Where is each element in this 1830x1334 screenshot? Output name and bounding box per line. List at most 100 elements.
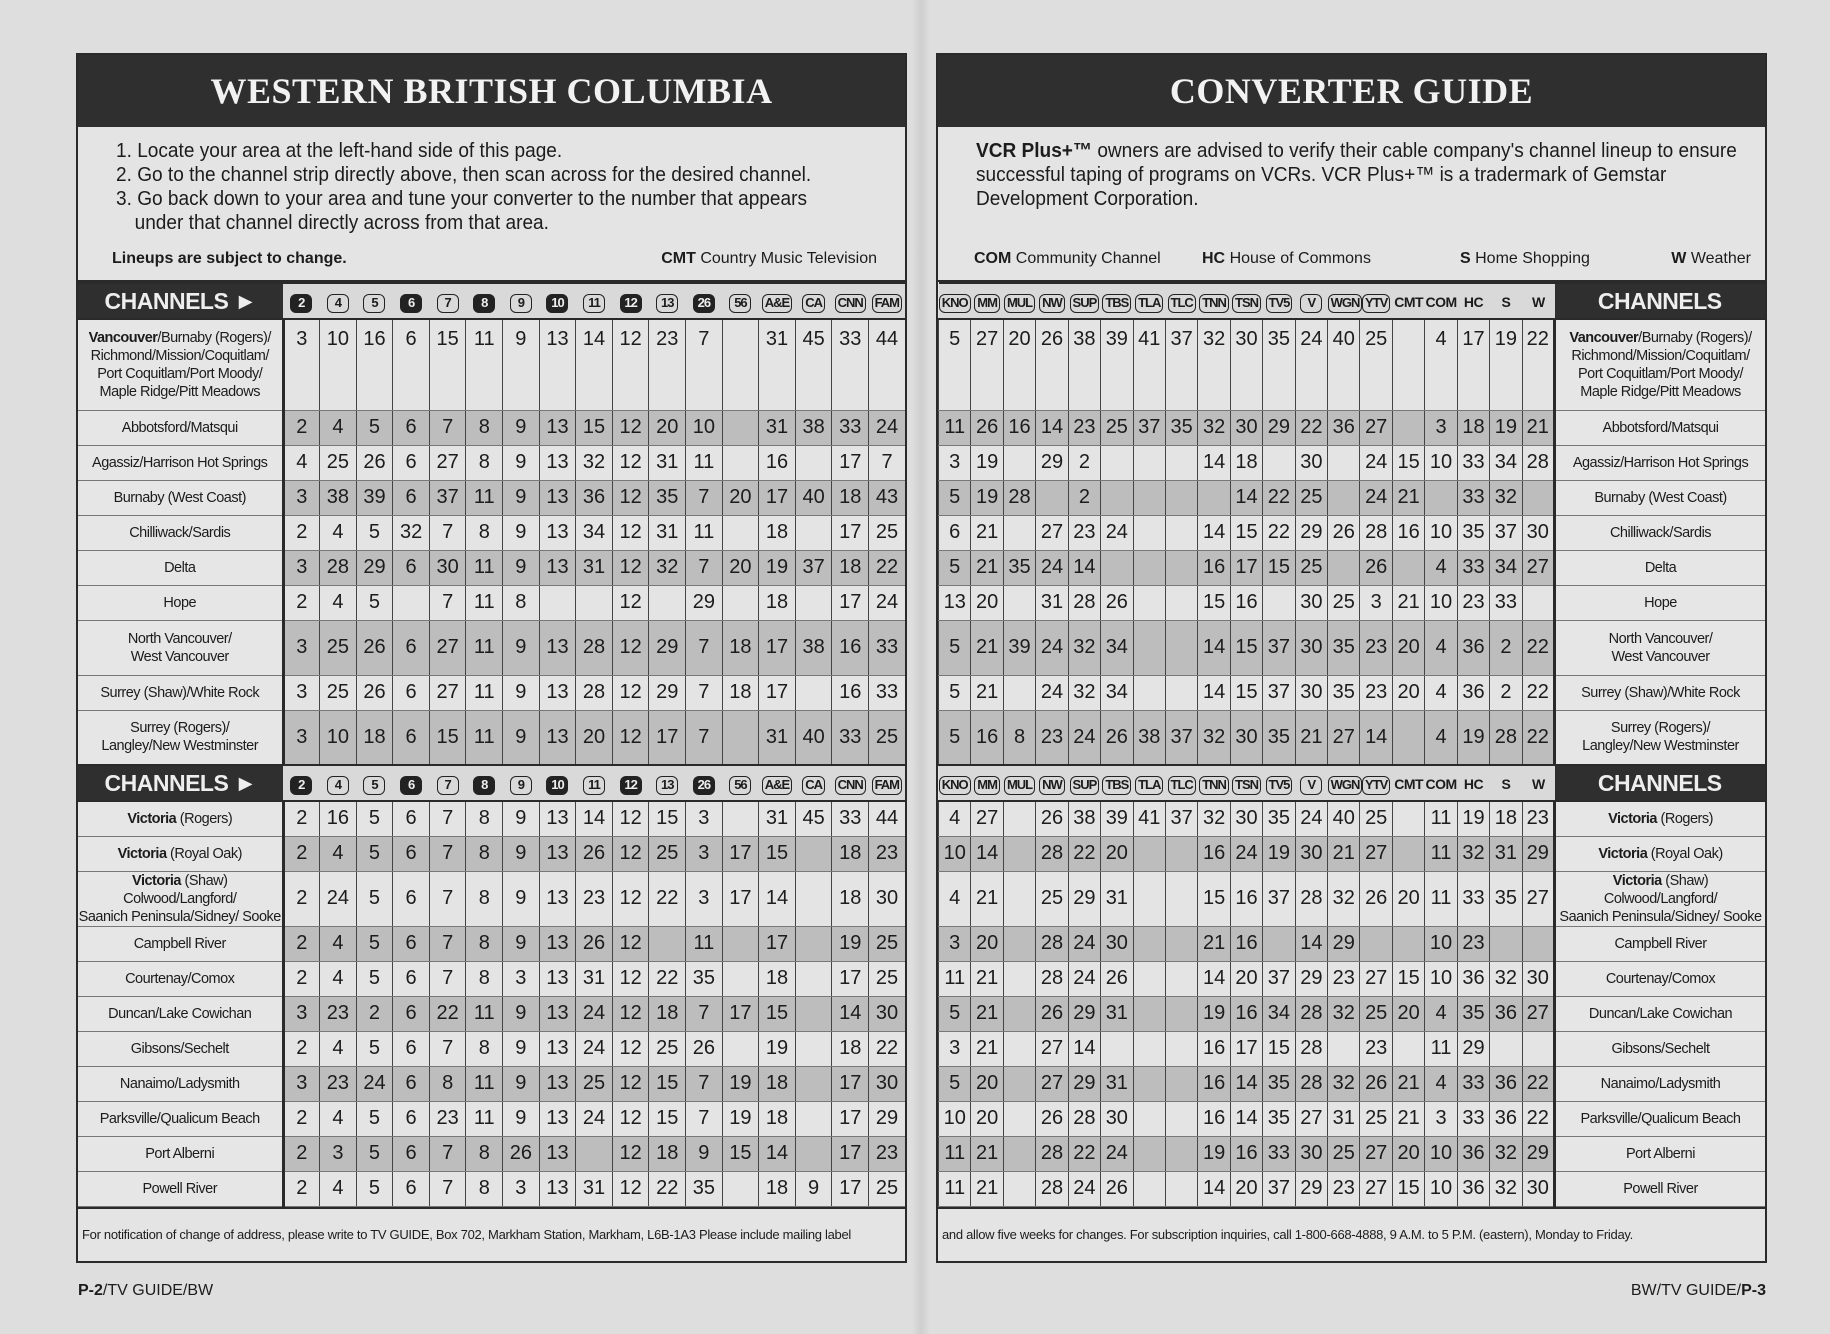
- channel-number: 12: [611, 996, 649, 1032]
- channel-number: 37: [1262, 1171, 1296, 1207]
- channel-number: 41: [1132, 801, 1166, 837]
- western-bc-panel: WESTERN BRITISH COLUMBIA 1. Locate your …: [76, 53, 907, 1263]
- channel-number: 36: [1327, 410, 1360, 446]
- legend-text: Weather: [1690, 250, 1751, 267]
- channel-number: 31: [648, 515, 686, 551]
- channel-number: 15: [1262, 550, 1296, 586]
- channel-number: 30: [1294, 620, 1328, 676]
- channel-number: 16: [831, 675, 869, 711]
- channel-number: 14: [758, 871, 796, 927]
- area-name: Abbotsford/Matsqui: [1553, 410, 1765, 446]
- channel-number: 33: [1456, 445, 1490, 481]
- channel-badge: 4: [326, 293, 349, 313]
- area-name-line: Agassiz/Harrison Hot Springs: [92, 454, 268, 471]
- channel-number: 12: [611, 675, 649, 711]
- channel-badge: TLA: [1135, 775, 1164, 795]
- channel-number: 12: [611, 1171, 649, 1207]
- channel-badge: 10: [546, 293, 569, 313]
- channel-number: 37: [1164, 801, 1198, 837]
- channel-number: 36: [1456, 1136, 1490, 1172]
- table-row: 4 27 26 38 39 41 37 32 30 35 24 40 25 11 19 18 23 Victori…: [937, 801, 1765, 837]
- channel-number: 17: [831, 1066, 869, 1102]
- channel-number: 45: [794, 319, 832, 411]
- channel-number: [721, 961, 759, 997]
- channel-number: 11: [465, 480, 503, 516]
- channel-number: 32: [1489, 480, 1523, 516]
- table-row: Victoria (Royal Oak) 2 4 5 6 7 8 9 13 26 12 25 3 17 15…: [78, 836, 906, 872]
- channel-number: 5: [937, 550, 971, 586]
- channel-number: 16: [1229, 1136, 1263, 1172]
- channel-number: [1132, 675, 1166, 711]
- channel-number: 24: [868, 585, 906, 621]
- channel-number: 14: [1197, 675, 1231, 711]
- channel-number: 17: [648, 710, 686, 766]
- channel-badge: TSN: [1232, 775, 1261, 795]
- channel-badge: TNN: [1199, 293, 1229, 313]
- channel-badge: TLC: [1167, 293, 1196, 313]
- channel-header-cell: YTV: [1359, 764, 1393, 802]
- channel-number: 7: [428, 1031, 466, 1067]
- vcr-notice: VCR Plus+™ owners are advised to verify …: [976, 139, 1776, 211]
- channel-number: 12: [611, 585, 649, 621]
- table-row: 5 16 8 23 24 26 38 37 32 30 35 21 27 14 4 19 28 22 Surrey …: [937, 710, 1765, 766]
- channel-number: 9: [502, 550, 540, 586]
- channel-header-cell: 2: [283, 282, 320, 320]
- channel-number: 12: [611, 620, 649, 676]
- channel-number: 19: [1489, 410, 1523, 446]
- area-name-line: Langley/New Westminster: [1582, 738, 1739, 755]
- channel-number: 28: [1294, 996, 1328, 1032]
- table-row: 11 26 16 14 23 25 37 35 32 30 29 22 36 27 3 18 19 21 Abbot…: [937, 410, 1765, 446]
- channel-number: 17: [831, 515, 869, 551]
- channel-number: 25: [868, 710, 906, 766]
- channel-number: [1132, 620, 1166, 676]
- channel-number: 14: [575, 319, 613, 411]
- channel-number: 18: [831, 480, 869, 516]
- channel-number: 21: [970, 1171, 1004, 1207]
- channel-header-cell: TNN: [1197, 282, 1231, 320]
- channel-header-cell: 11: [575, 282, 613, 320]
- channel-number: [1132, 1031, 1166, 1067]
- channel-number: 13: [538, 515, 576, 551]
- channel-number: 10: [1424, 1136, 1458, 1172]
- channel-badge: CNN: [834, 775, 866, 795]
- channel-number: 20: [1002, 319, 1036, 411]
- channel-number: 15: [758, 836, 796, 872]
- channel-number: 14: [1229, 1066, 1263, 1102]
- channel-number: 16: [758, 445, 796, 481]
- channel-number: 15: [648, 1101, 686, 1137]
- table-row: Agassiz/Harrison Hot Springs 4 25 26 6 27 8 9 13…: [78, 445, 906, 481]
- channel-number: [1002, 926, 1036, 962]
- channel-header-cell: TLC: [1165, 282, 1198, 320]
- channel-number: 15: [1391, 1171, 1425, 1207]
- channel-number: 37: [1262, 871, 1296, 927]
- channel-header-cell: COM: [1424, 764, 1458, 802]
- channel-number: 22: [648, 871, 686, 927]
- channel-number: 38: [794, 410, 832, 446]
- channel-number: [1132, 871, 1166, 927]
- channel-number: 24: [575, 1101, 613, 1137]
- channel-number: 31: [758, 319, 796, 411]
- area-name: Chilliwack/Sardis: [1553, 515, 1765, 551]
- channel-number: 22: [868, 550, 906, 586]
- table-row: Duncan/Lake Cowichan 3 23 2 6 22 11 9 13 24 12 18 7 1…: [78, 996, 906, 1032]
- channel-header-cell: 12: [612, 764, 649, 802]
- channel-number: 26: [575, 926, 613, 962]
- channel-number: 21: [1391, 480, 1425, 516]
- channel-number: 9: [502, 926, 540, 962]
- channel-number: [1391, 550, 1425, 586]
- channel-number: 39: [1100, 319, 1134, 411]
- channel-number: 21: [1294, 710, 1328, 766]
- channel-badge: 26: [692, 775, 715, 795]
- channel-number: [1132, 1101, 1166, 1137]
- channel-number: 10: [1424, 1171, 1458, 1207]
- channel-badge: HC: [1463, 775, 1484, 792]
- channel-badge: 56: [729, 293, 752, 313]
- channel-number: 14: [1035, 410, 1069, 446]
- channel-number: 22: [868, 1031, 906, 1067]
- channel-number: 28: [1521, 445, 1555, 481]
- table-row: North Vancouver/West Vancouver 3 25 26 6 27 11…: [78, 620, 906, 676]
- channel-number: 23: [1359, 620, 1393, 676]
- channel-number: 15: [1391, 961, 1425, 997]
- channel-number: 7: [685, 675, 723, 711]
- channel-number: 37: [1164, 319, 1198, 411]
